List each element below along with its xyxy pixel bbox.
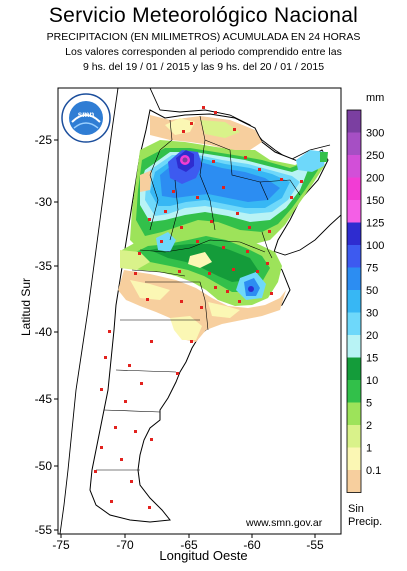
legend-swatch: [347, 312, 361, 335]
legend-label: 300: [366, 128, 384, 140]
legend-swatch: [347, 200, 361, 223]
y-axis: -25 -30 -35 -40 -45 -50 -55: [35, 133, 58, 537]
x-tick-label: -70: [116, 538, 134, 552]
legend-label: 250: [366, 150, 384, 162]
legend-label: 2: [366, 420, 372, 432]
legend-swatch: [347, 267, 361, 290]
legend-swatch: [347, 402, 361, 425]
map-subtitle: PRECIPITACION (EN MILIMETROS) ACUMULADA …: [46, 31, 361, 43]
y-tick-label: -40: [35, 325, 53, 339]
map-title: Servicio Meteorológico Nacional: [48, 4, 359, 27]
legend-label: 20: [366, 330, 378, 342]
no-precip-label-line1: Sin: [348, 503, 364, 515]
legend-swatch: [347, 132, 361, 155]
legend-swatch: [347, 380, 361, 403]
y-tick-label: -35: [35, 259, 53, 273]
legend-swatch: [347, 245, 361, 268]
legend-swatch: [347, 290, 361, 313]
x-axis-label: Longitud Oeste: [159, 548, 248, 563]
y-tick-label: -55: [35, 523, 53, 537]
x-tick-label: -55: [306, 538, 324, 552]
legend-swatch: [347, 155, 361, 178]
x-tick-label: -65: [180, 538, 198, 552]
x-tick-label: -60: [243, 538, 261, 552]
no-precip-label: Sin Precip.: [348, 503, 382, 529]
legend-swatch: [347, 335, 361, 358]
legend-swatch: [347, 357, 361, 380]
period-line-1: Los valores corresponden al periodo comp…: [65, 46, 342, 58]
legend-label: 30: [366, 308, 378, 320]
period-line-2: 9 hs. del 19 / 01 / 2015 y las 9 hs. del…: [82, 61, 325, 73]
legend-label: 100: [366, 240, 384, 252]
smn-logo: smn: [61, 93, 111, 143]
legend-label: 5: [366, 398, 372, 410]
legend-label: 200: [366, 173, 384, 185]
y-tick-label: -30: [35, 195, 53, 209]
y-tick-label: -45: [35, 392, 53, 406]
x-axis: -75 -70 -65 -60 -55: [52, 534, 324, 552]
legend-label: 75: [366, 263, 378, 275]
x-tick-label: -75: [52, 538, 70, 552]
legend-swatch: [347, 222, 361, 245]
legend-swatch: [347, 110, 361, 133]
y-tick-label: -25: [35, 133, 53, 147]
y-axis-label: Latitud Sur: [19, 277, 33, 337]
legend-label: 10: [366, 375, 378, 387]
legend-frame: [346, 109, 362, 493]
legend-swatch: [347, 425, 361, 448]
legend-swatch: [347, 177, 361, 200]
legend-label: 125: [366, 218, 384, 230]
legend-label: 15: [366, 353, 378, 365]
legend-label: 0.1: [366, 465, 381, 477]
no-precip-label-line2: Precip.: [348, 516, 383, 528]
website-url[interactable]: www.smn.gov.ar: [246, 517, 323, 529]
legend-label: 1: [366, 443, 372, 455]
svg-text:smn: smn: [78, 110, 95, 119]
legend-label: 50: [366, 285, 378, 297]
y-tick-label: -50: [35, 459, 53, 473]
precipitation-legend: 300 250 200 150 125 100 75 50 30 20 15 10 5 2 1 0.1: [346, 109, 384, 493]
legend-swatch: [347, 470, 361, 493]
legend-unit: mm: [366, 92, 385, 104]
legend-label: 150: [366, 195, 384, 207]
legend-swatch: [347, 447, 361, 470]
